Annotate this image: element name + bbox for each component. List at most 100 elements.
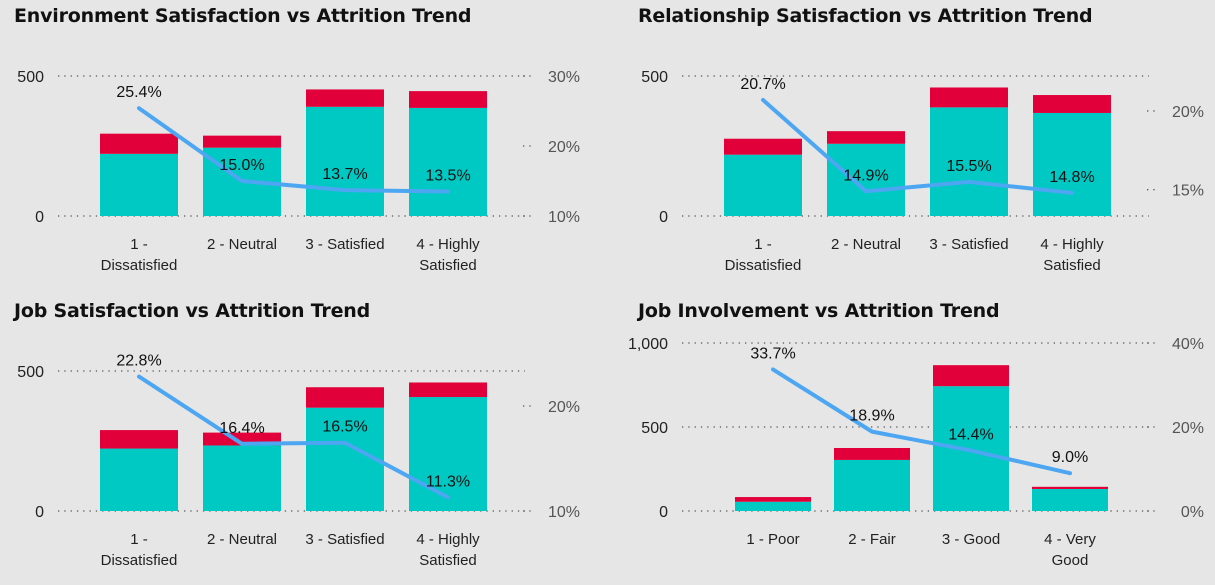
y2-tick-label: 15% xyxy=(1172,183,1204,200)
rate-data-label: 15.0% xyxy=(219,157,264,174)
rate-data-label: 15.5% xyxy=(946,158,991,175)
rate-data-label: 25.4% xyxy=(116,84,161,101)
y2-tick-label: 20% xyxy=(548,139,580,156)
category-label: 3 - Satisfied xyxy=(305,531,384,548)
category-label: Satisfied xyxy=(419,552,477,569)
rate-data-label: 13.5% xyxy=(425,168,470,185)
bar-attrition xyxy=(409,91,487,108)
y-tick-label: 500 xyxy=(17,364,44,381)
category-label: 1 - xyxy=(130,531,148,548)
chart-title: Job Satisfaction vs Attrition Trend xyxy=(14,300,370,322)
rate-data-label: 9.0% xyxy=(1052,449,1088,466)
bar-attrition xyxy=(306,387,384,408)
attrition-rate-line xyxy=(761,97,1074,195)
y2-tick-label: 10% xyxy=(548,504,580,521)
bar-retained xyxy=(306,407,384,511)
y2-tick-label: 40% xyxy=(1172,336,1204,353)
category-label: 1 - xyxy=(754,236,772,253)
environment-satisfaction-panel: Environment Satisfaction vs Attrition Tr… xyxy=(0,0,600,290)
rate-data-label: 33.7% xyxy=(750,345,795,362)
bar-attrition xyxy=(735,497,811,502)
category-label: Dissatisfied xyxy=(101,552,178,569)
bar-retained xyxy=(100,153,178,216)
bar-attrition xyxy=(100,430,178,449)
category-label: Dissatisfied xyxy=(101,257,178,274)
rate-data-label: 18.9% xyxy=(849,408,894,425)
y-tick-label: 0 xyxy=(35,504,44,521)
category-label: Dissatisfied xyxy=(725,257,802,274)
category-label: 2 - Neutral xyxy=(207,531,277,548)
category-label: Good xyxy=(1052,552,1089,569)
bar-retained xyxy=(203,445,281,511)
y2-tick-label: 30% xyxy=(548,69,580,86)
y2-tick-label: 10% xyxy=(548,209,580,226)
job-satisfaction-chart: 0 500 10% 20% 1 - Dissatisfied 2 - Neutral 3 - … xyxy=(17,353,580,569)
bar-retained xyxy=(100,448,178,511)
bar-retained xyxy=(409,107,487,216)
y-tick-label: 0 xyxy=(659,209,668,226)
bar-attrition xyxy=(827,131,905,144)
category-label: 3 - Satisfied xyxy=(929,236,1008,253)
job-involvement-panel: Job Involvement vs Attrition Trend 0 500 1… xyxy=(624,295,1215,585)
y2-tick-label: 20% xyxy=(1172,420,1204,437)
y-tick-label: 500 xyxy=(641,69,668,86)
bar-retained xyxy=(409,397,487,511)
attrition-rate-line xyxy=(137,106,450,194)
bar-attrition xyxy=(1033,95,1111,113)
rate-data-label: 22.8% xyxy=(116,353,161,370)
y-tick-label: 500 xyxy=(641,420,668,437)
chart-title: Environment Satisfaction vs Attrition Tr… xyxy=(14,5,472,27)
y2-tick-label: 0% xyxy=(1181,504,1204,521)
y2-tick-label: 20% xyxy=(548,399,580,416)
chart-title: Job Involvement vs Attrition Trend xyxy=(638,300,1000,322)
rate-data-label: 13.7% xyxy=(322,166,367,183)
category-label: 3 - Satisfied xyxy=(305,236,384,253)
y-tick-label: 0 xyxy=(35,209,44,226)
category-label: Satisfied xyxy=(1043,257,1101,274)
attrition-rate-line xyxy=(771,367,1072,476)
category-label: 3 - Good xyxy=(942,531,1000,548)
y-tick-label: 500 xyxy=(17,69,44,86)
category-label: 4 - Highly xyxy=(416,531,480,548)
bar-attrition xyxy=(203,135,281,148)
relationship-satisfaction-chart: 0 500 15% 20% 1 - Dissatisfied 2 - Neutral 3 - … xyxy=(641,69,1204,274)
bar-attrition xyxy=(930,87,1008,108)
rate-data-label: 16.4% xyxy=(219,420,264,437)
bar-attrition xyxy=(834,448,910,460)
job-involvement-chart: 0 500 1,000 0% 20% 40% 1 - Poor 2 - Fair 3 - Goo… xyxy=(628,336,1204,569)
y-tick-label: 0 xyxy=(659,504,668,521)
category-label: 4 - Highly xyxy=(416,236,480,253)
category-label: Satisfied xyxy=(419,257,477,274)
bar-retained xyxy=(724,154,802,216)
rate-data-label: 14.9% xyxy=(843,167,888,184)
bar-retained xyxy=(1033,112,1111,216)
rate-data-label: 14.4% xyxy=(948,427,993,444)
category-label: 1 - xyxy=(130,236,148,253)
rate-data-label: 16.5% xyxy=(322,419,367,436)
environment-satisfaction-chart: 0 500 10% 20% 30% 1 - Dissatisfied 2 - Neutral 3… xyxy=(17,69,580,274)
y2-tick-label: 20% xyxy=(1172,104,1204,121)
bar-retained xyxy=(930,107,1008,216)
bar-retained xyxy=(1032,488,1108,511)
bar-retained xyxy=(834,459,910,511)
rate-data-label: 20.7% xyxy=(740,76,785,93)
bar-retained xyxy=(827,143,905,216)
attrition-rate-line xyxy=(137,374,450,500)
bar-attrition xyxy=(409,382,487,398)
bar-attrition xyxy=(306,89,384,107)
bar-retained xyxy=(306,106,384,216)
category-label: 1 - Poor xyxy=(746,531,799,548)
relationship-satisfaction-panel: Relationship Satisfaction vs Attrition T… xyxy=(624,0,1215,290)
bar-attrition xyxy=(933,365,1009,387)
rate-data-label: 14.8% xyxy=(1049,169,1094,186)
category-label: 4 - Highly xyxy=(1040,236,1104,253)
chart-title: Relationship Satisfaction vs Attrition T… xyxy=(638,5,1093,27)
category-label: 2 - Neutral xyxy=(831,236,901,253)
job-satisfaction-panel: Job Satisfaction vs Attrition Trend 0 500… xyxy=(0,295,600,585)
bar-attrition xyxy=(100,133,178,154)
bar-attrition xyxy=(1032,486,1108,489)
rate-data-label: 11.3% xyxy=(426,473,470,490)
category-label: 4 - Very xyxy=(1044,531,1096,548)
category-label: 2 - Fair xyxy=(848,531,896,548)
bar-attrition xyxy=(724,138,802,155)
